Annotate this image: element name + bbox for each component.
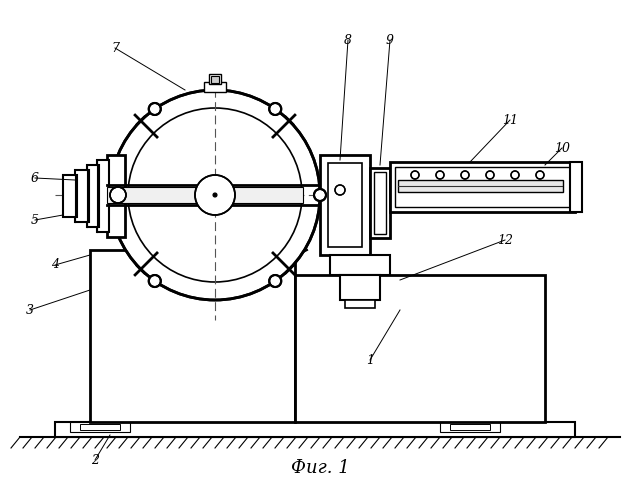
Bar [90, 250, 295, 422]
Bar [570, 162, 582, 212]
Circle shape [335, 185, 345, 195]
Circle shape [436, 171, 444, 179]
Text: 9: 9 [386, 34, 394, 47]
Text: 4: 4 [51, 259, 59, 272]
Bar [328, 163, 362, 247]
Bar [211, 76, 219, 83]
Circle shape [148, 275, 161, 287]
Circle shape [195, 175, 235, 215]
Bar [209, 74, 221, 84]
Circle shape [411, 171, 419, 179]
Circle shape [148, 103, 161, 115]
Circle shape [110, 187, 126, 203]
Circle shape [511, 171, 519, 179]
Bar [107, 155, 125, 237]
Text: 2: 2 [91, 454, 99, 467]
Bar [330, 255, 390, 275]
Bar [450, 424, 490, 430]
Bar [345, 300, 375, 308]
Bar [390, 162, 575, 212]
Bar [295, 275, 545, 422]
Text: 7: 7 [111, 41, 119, 55]
Text: 3: 3 [26, 303, 34, 316]
Circle shape [314, 189, 326, 201]
Bar [370, 168, 390, 238]
Text: Фиг. 1: Фиг. 1 [291, 459, 349, 477]
Bar [80, 424, 120, 430]
Bar [395, 167, 570, 207]
Text: 1: 1 [366, 353, 374, 367]
Bar [107, 187, 303, 203]
Bar [398, 180, 563, 192]
Circle shape [486, 171, 494, 179]
Circle shape [269, 103, 281, 115]
Bar [97, 160, 109, 232]
Bar [63, 175, 77, 217]
Circle shape [269, 275, 281, 287]
Circle shape [110, 90, 320, 300]
Text: 8: 8 [344, 34, 352, 47]
Bar [220, 248, 258, 263]
Bar [87, 165, 99, 227]
Circle shape [213, 193, 217, 197]
Text: 11: 11 [502, 113, 518, 127]
Bar [320, 155, 370, 255]
Bar [165, 248, 203, 263]
Text: 12: 12 [497, 233, 513, 247]
Bar [70, 422, 130, 432]
Bar [374, 172, 386, 234]
Bar [75, 170, 89, 222]
Text: 10: 10 [554, 142, 570, 155]
Circle shape [461, 171, 469, 179]
Text: 5: 5 [31, 214, 39, 227]
Bar [204, 82, 226, 92]
Text: 6: 6 [31, 171, 39, 184]
Bar [55, 422, 575, 437]
Circle shape [536, 171, 544, 179]
Bar [340, 275, 380, 300]
Bar [440, 422, 500, 432]
